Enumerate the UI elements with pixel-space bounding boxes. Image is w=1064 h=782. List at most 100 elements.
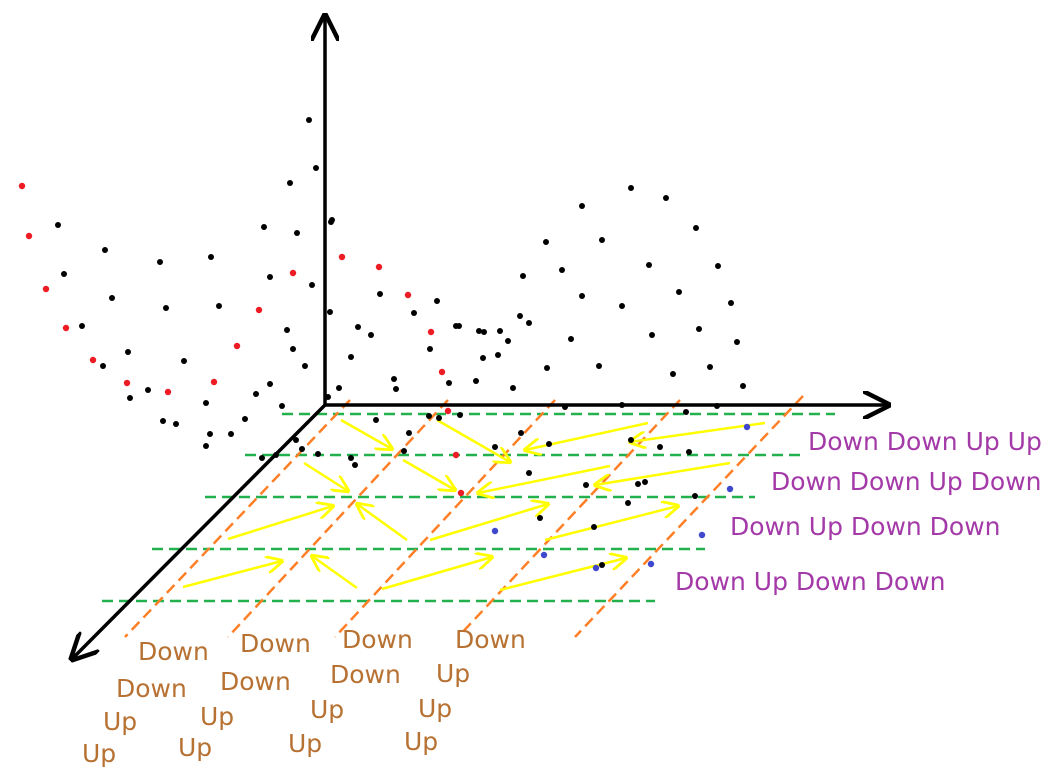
data-point <box>203 400 209 406</box>
data-point <box>377 291 383 297</box>
column-label: Up <box>103 707 137 736</box>
data-point <box>642 479 648 485</box>
data-point <box>267 274 273 280</box>
data-point <box>670 371 676 377</box>
data-point <box>434 298 440 304</box>
data-point <box>207 431 213 437</box>
data-point <box>481 329 487 335</box>
data-point <box>401 448 407 454</box>
data-point <box>309 282 315 288</box>
data-point <box>734 339 740 345</box>
data-point <box>714 403 720 409</box>
axes <box>72 16 888 659</box>
data-point <box>426 413 432 419</box>
column-label: Up <box>82 739 116 768</box>
column-label: Up <box>288 729 322 758</box>
data-point <box>355 324 361 330</box>
column-label: Down <box>330 660 401 689</box>
data-point <box>628 437 634 443</box>
data-point <box>619 303 625 309</box>
data-point <box>510 385 516 391</box>
data-point <box>457 489 465 497</box>
data-point <box>715 263 721 269</box>
data-point <box>491 527 499 535</box>
transition-arrow <box>436 418 510 462</box>
data-point <box>164 388 172 396</box>
row-labels: Down Down Up Up Down Down Up Down Down U… <box>675 427 1042 596</box>
data-point <box>216 303 222 309</box>
data-point <box>259 455 265 461</box>
data-point <box>210 378 218 386</box>
data-point <box>540 551 548 559</box>
data-point <box>495 352 501 358</box>
data-point <box>427 346 433 352</box>
transition-arrow <box>227 506 333 541</box>
data-point <box>287 180 293 186</box>
data-point <box>293 437 299 443</box>
data-point <box>683 409 689 415</box>
data-point <box>338 253 346 261</box>
data-point <box>726 485 734 493</box>
transition-arrow <box>630 421 766 442</box>
data-point <box>698 531 706 539</box>
data-point <box>55 222 61 228</box>
data-point <box>592 564 600 572</box>
column-label: Down <box>342 625 413 654</box>
data-point <box>568 336 574 342</box>
column-label: Down <box>220 667 291 696</box>
data-point <box>646 262 652 268</box>
column-label: Up <box>404 727 438 756</box>
data-point <box>79 323 85 329</box>
column-label: Down <box>240 629 311 658</box>
data-point <box>444 407 452 415</box>
data-point <box>368 332 374 338</box>
data-point <box>505 338 511 344</box>
data-point <box>707 364 713 370</box>
data-point <box>336 385 342 391</box>
data-point <box>157 259 163 265</box>
column-labels: Down Down Up Up Down Down Up Up Down Dow… <box>82 625 526 768</box>
data-point <box>543 239 549 245</box>
data-point <box>657 444 663 450</box>
data-point <box>62 324 70 332</box>
data-point <box>302 363 308 369</box>
data-point <box>676 289 682 295</box>
data-point <box>411 310 417 316</box>
data-point <box>284 327 290 333</box>
column-label: Down <box>138 637 209 666</box>
grid-column-lines <box>124 395 804 638</box>
data-point <box>517 313 523 319</box>
transition-arrow <box>182 561 282 589</box>
transition-arrow <box>402 458 455 490</box>
transition-arrow <box>357 504 408 542</box>
data-point <box>315 451 321 457</box>
data-point <box>663 195 669 201</box>
data-point <box>208 254 214 260</box>
data-point <box>393 386 399 392</box>
data-point <box>526 470 532 476</box>
data-point <box>273 452 279 458</box>
data-point <box>109 295 115 301</box>
data-point <box>693 225 699 231</box>
data-point <box>163 305 169 311</box>
data-point <box>559 267 565 273</box>
data-point <box>599 562 605 568</box>
transition-arrow <box>595 461 731 485</box>
data-point <box>686 449 692 455</box>
data-point <box>102 247 108 253</box>
data-point <box>125 349 131 355</box>
red-points <box>18 182 465 497</box>
data-point <box>203 443 209 449</box>
data-point <box>325 394 331 400</box>
data-point <box>473 378 479 384</box>
data-point <box>456 323 462 329</box>
data-point <box>406 430 412 436</box>
transition-arrow <box>499 558 626 592</box>
transition-arrow <box>544 506 678 542</box>
data-point <box>328 219 334 225</box>
transition-arrow <box>478 464 611 493</box>
data-point <box>518 430 524 436</box>
data-point <box>647 560 655 568</box>
data-point <box>228 431 234 437</box>
data-point <box>692 493 698 499</box>
